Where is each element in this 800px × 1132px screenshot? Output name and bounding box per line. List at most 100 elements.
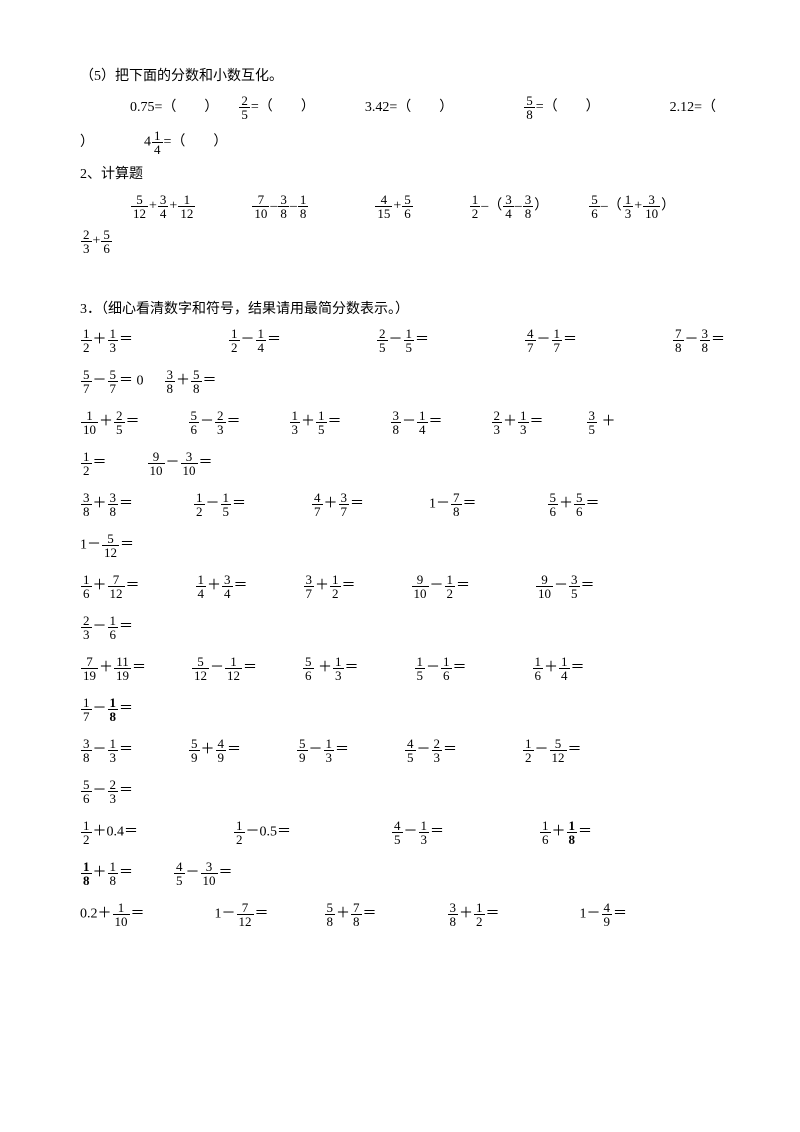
- operator-text: －: [93, 783, 107, 798]
- denominator: 3: [290, 422, 301, 436]
- denominator: 8: [700, 340, 711, 354]
- denominator: 6: [81, 586, 92, 600]
- equation: 47－17＝: [524, 327, 577, 354]
- numerator: 1: [290, 409, 301, 422]
- fraction: 16: [108, 614, 119, 641]
- denominator: 10: [113, 914, 130, 928]
- fraction: 57: [108, 368, 119, 395]
- numerator: 1: [419, 819, 430, 832]
- numerator: 1: [178, 193, 195, 206]
- fraction: 310: [643, 193, 660, 220]
- numerator: 7: [451, 491, 462, 504]
- operator-text: ＝: [453, 660, 467, 675]
- operator-text: –: [515, 198, 522, 213]
- equation: 15－16＝: [414, 655, 467, 682]
- equation: 38－13＝: [80, 737, 133, 764]
- operator-text: ＝: [126, 578, 140, 593]
- operator-text: ＝: [711, 332, 725, 347]
- equation: 719＋1119＝: [80, 655, 146, 682]
- fraction: 59: [189, 737, 200, 764]
- numerator: 2: [114, 409, 125, 422]
- equation: 56－23＝: [80, 778, 133, 805]
- fraction: 59: [297, 737, 308, 764]
- fraction: 14: [417, 409, 428, 436]
- numerator: 5: [189, 409, 200, 422]
- fraction: 12: [81, 327, 92, 354]
- operator-text: ＝: [586, 496, 600, 511]
- numerator: 5: [589, 193, 600, 206]
- denominator: 10: [412, 586, 429, 600]
- numerator: 7: [252, 193, 269, 206]
- denominator: 4: [417, 422, 428, 436]
- operator-text: ＋: [201, 742, 215, 757]
- operator-text: ＝: [430, 824, 444, 839]
- equation: 16＋712＝: [80, 573, 140, 600]
- numerator: 3: [158, 193, 169, 206]
- operator-text: －: [404, 824, 418, 839]
- eq-row: 16＋712＝14＋34＝37＋12＝910－12＝910－35＝: [80, 573, 740, 600]
- fraction: 14: [196, 573, 207, 600]
- numerator: 5: [297, 737, 308, 750]
- equation: 38－14＝: [390, 409, 443, 436]
- denominator: 2: [470, 206, 481, 220]
- equation: 38＋12＝: [447, 901, 500, 928]
- fraction: 18: [567, 819, 578, 846]
- denominator: 2: [194, 504, 205, 518]
- denominator: 7: [81, 381, 92, 395]
- denominator: 12: [550, 750, 567, 764]
- fraction: 23: [432, 737, 443, 764]
- fraction: 38: [81, 491, 92, 518]
- section5-title: （5）把下面的分数和小数互化。: [80, 66, 740, 88]
- numerator: 5: [108, 368, 119, 381]
- denominator: 6: [108, 627, 119, 641]
- fraction: 38: [81, 737, 92, 764]
- fraction: 25: [239, 94, 250, 121]
- fraction: 38: [165, 368, 176, 395]
- numerator: 1: [316, 409, 327, 422]
- numerator: 3: [391, 409, 402, 422]
- equation: 12－15＝: [193, 491, 246, 518]
- fraction: 16: [441, 655, 452, 682]
- denominator: 8: [165, 381, 176, 395]
- equation: 13＋15＝: [289, 409, 342, 436]
- fraction: 12: [445, 573, 456, 600]
- fraction: 57: [81, 368, 92, 395]
- equation: 37＋12＝: [303, 573, 356, 600]
- operator-text: ＋: [315, 578, 329, 593]
- fraction: 56: [101, 228, 112, 255]
- numerator: 5: [101, 228, 112, 241]
- denominator: 9: [297, 750, 308, 764]
- operator-text: ＋: [99, 414, 113, 429]
- denominator: 2: [81, 340, 92, 354]
- operator-text: +: [393, 198, 401, 213]
- operator-text: ＝: [119, 496, 133, 511]
- operator-text: －: [417, 742, 431, 757]
- conv-item: 3.42=（）: [365, 97, 453, 119]
- numerator: 3: [587, 409, 598, 422]
- fraction: 18: [81, 860, 92, 887]
- operator-text: －: [210, 660, 224, 675]
- conv-item: 2.12=（: [670, 97, 716, 119]
- denominator: 3: [81, 241, 92, 255]
- numerator: 1: [256, 327, 267, 340]
- numerator: 7: [81, 655, 98, 668]
- numerator: 5: [81, 778, 92, 791]
- numerator: 1: [415, 655, 426, 668]
- denominator: 6: [101, 241, 112, 255]
- numerator: 1: [225, 655, 242, 668]
- equation: 18＋18＝: [80, 860, 133, 887]
- denominator: 2: [474, 914, 485, 928]
- calc-problem: 512+34+112: [130, 193, 196, 220]
- fraction: 78: [451, 491, 462, 518]
- denominator: 6: [533, 668, 544, 682]
- operator-text: ＝: [119, 619, 133, 634]
- fraction: 112: [178, 193, 195, 220]
- eq-row: 17－18＝: [80, 696, 740, 723]
- operator-text: ＝: [429, 414, 443, 429]
- operator-text: ＝: [119, 332, 133, 347]
- numerator: 3: [201, 860, 218, 873]
- numerator: 7: [108, 573, 125, 586]
- denominator: 3: [324, 750, 335, 764]
- denominator: 4: [559, 668, 570, 682]
- fraction: 45: [174, 860, 185, 887]
